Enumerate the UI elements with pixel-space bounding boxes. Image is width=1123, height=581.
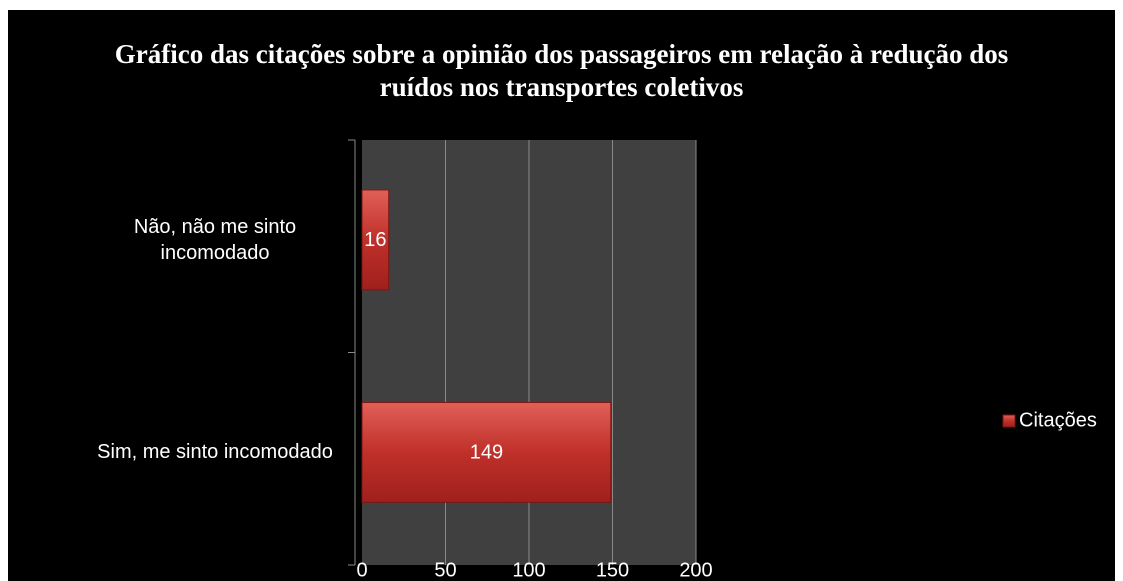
data-label: 16 xyxy=(364,229,386,251)
y-tick-label: Sim, me sinto incomodado xyxy=(97,441,333,464)
data-label: 149 xyxy=(470,442,503,464)
x-tick-label: 150 xyxy=(596,559,629,581)
x-tick-label: 50 xyxy=(434,559,456,581)
y-tick-label: Não, não me sinto incomodado xyxy=(133,215,297,264)
x-tick-label: 200 xyxy=(679,559,712,581)
legend-label: Citações xyxy=(1019,409,1097,431)
x-tick-label: 100 xyxy=(512,559,545,581)
x-tick-label: 0 xyxy=(356,559,367,581)
bar xyxy=(361,401,612,503)
legend-swatch xyxy=(1002,414,1016,428)
chart-title: Gráfico das citações sobre a opinião dos… xyxy=(114,39,1009,102)
bar xyxy=(361,189,390,291)
